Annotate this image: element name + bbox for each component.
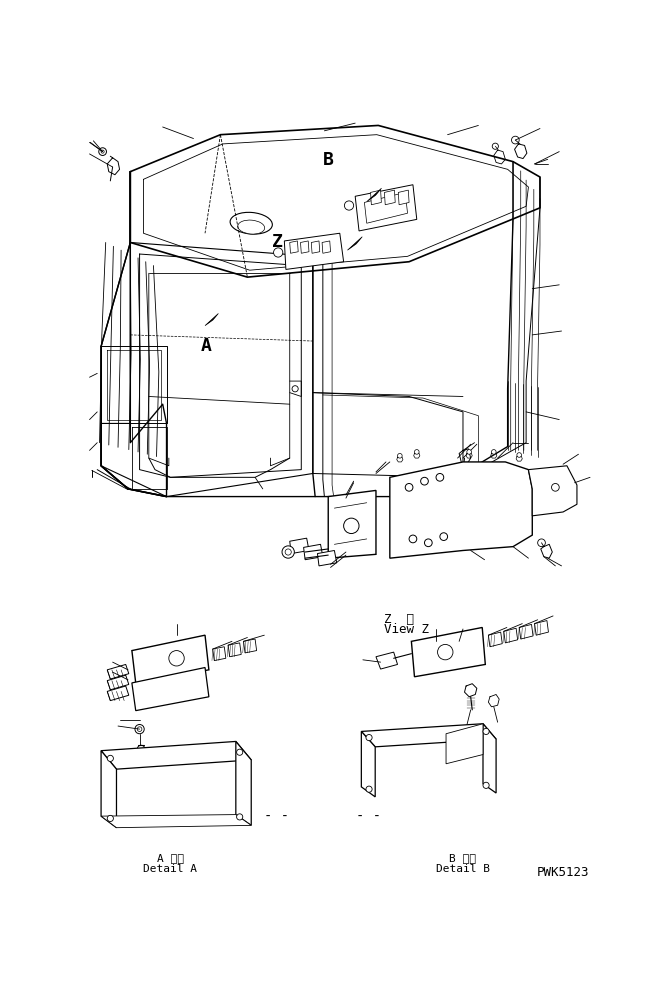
Polygon shape [322,241,331,253]
Text: PWK5123: PWK5123 [537,866,589,879]
Polygon shape [411,627,485,677]
Polygon shape [311,241,320,253]
Polygon shape [535,620,548,635]
Polygon shape [101,815,251,828]
Polygon shape [101,750,116,828]
Polygon shape [243,639,257,653]
Circle shape [274,248,283,257]
Text: Z  視: Z 視 [384,613,415,626]
Text: Detail B: Detail B [436,864,490,875]
Polygon shape [108,664,129,679]
Polygon shape [483,724,496,793]
Polygon shape [284,234,343,269]
Polygon shape [108,675,129,690]
Polygon shape [300,241,309,253]
Circle shape [415,449,419,454]
Circle shape [99,148,106,155]
Ellipse shape [151,647,183,672]
Ellipse shape [171,643,200,665]
Circle shape [511,136,519,144]
Text: B 詳細: B 詳細 [450,854,476,864]
Polygon shape [362,724,496,746]
Polygon shape [390,462,532,559]
Polygon shape [376,652,398,669]
Polygon shape [101,742,251,769]
Polygon shape [290,241,298,253]
Circle shape [421,477,428,485]
Circle shape [237,749,243,755]
Circle shape [135,725,144,734]
Polygon shape [370,190,381,205]
Circle shape [282,546,294,559]
Text: Z: Z [272,234,283,251]
Polygon shape [132,668,209,711]
Text: B: B [323,151,334,169]
Circle shape [552,483,559,491]
Polygon shape [504,628,517,643]
Polygon shape [236,742,251,825]
Circle shape [437,644,453,660]
Polygon shape [362,732,375,797]
Polygon shape [108,686,129,701]
Polygon shape [364,193,407,224]
Circle shape [436,473,444,481]
Circle shape [409,535,417,543]
Polygon shape [384,190,395,205]
Circle shape [137,727,142,732]
Polygon shape [205,313,218,326]
Circle shape [483,782,489,788]
Text: A: A [201,337,212,356]
Circle shape [538,539,546,547]
Circle shape [108,755,114,761]
Circle shape [398,453,402,458]
Ellipse shape [230,213,272,235]
Ellipse shape [442,638,470,659]
Circle shape [467,449,472,454]
Circle shape [517,452,521,457]
Text: View Z: View Z [384,623,429,636]
Text: - -: - - [356,809,382,823]
Polygon shape [328,490,376,559]
Circle shape [169,651,184,666]
Circle shape [292,386,298,392]
Polygon shape [213,647,226,661]
Circle shape [101,150,104,153]
Polygon shape [489,632,502,647]
Text: Detail A: Detail A [143,864,198,875]
Polygon shape [347,237,362,250]
Circle shape [344,201,353,210]
Polygon shape [132,635,209,683]
Polygon shape [290,538,309,554]
Polygon shape [228,643,241,657]
Polygon shape [446,724,483,763]
Ellipse shape [238,220,265,234]
Circle shape [137,746,145,753]
Text: A 詳細: A 詳細 [157,854,184,864]
Polygon shape [367,188,382,202]
Circle shape [366,735,372,741]
Ellipse shape [420,642,452,665]
Circle shape [483,729,489,735]
Polygon shape [355,185,417,231]
Polygon shape [304,545,323,560]
Polygon shape [317,551,337,566]
Circle shape [492,143,499,149]
Circle shape [366,786,372,792]
Polygon shape [528,466,577,516]
Polygon shape [519,624,533,639]
Circle shape [108,815,114,821]
Circle shape [237,814,243,820]
Circle shape [285,549,291,555]
Circle shape [405,483,413,491]
Text: - -: - - [264,809,289,823]
Circle shape [491,449,496,454]
Polygon shape [398,190,409,205]
Circle shape [425,539,432,547]
Circle shape [440,533,448,541]
Circle shape [343,518,359,534]
